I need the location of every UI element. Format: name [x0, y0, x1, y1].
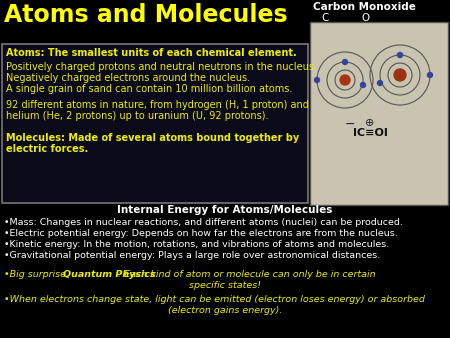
Text: IC≡OI: IC≡OI [352, 128, 387, 138]
Circle shape [315, 77, 319, 82]
Text: : Each kind of atom or molecule can only be in certain: : Each kind of atom or molecule can only… [118, 270, 376, 279]
Circle shape [340, 75, 350, 85]
Text: electric forces.: electric forces. [6, 144, 88, 154]
Circle shape [342, 59, 347, 65]
Bar [310, 22, 448, 205]
Text: •Electric potential energy: Depends on how far the electrons are from the nucleu: •Electric potential energy: Depends on h… [4, 229, 398, 238]
Circle shape [428, 72, 432, 77]
Circle shape [378, 80, 382, 86]
Text: C          O: C O [322, 13, 370, 23]
Bar [2, 44, 308, 203]
Circle shape [397, 52, 402, 57]
Text: (electron gains energy).: (electron gains energy). [168, 306, 282, 315]
Text: Molecules: Made of several atoms bound together by: Molecules: Made of several atoms bound t… [6, 133, 299, 143]
Text: A single grain of sand can contain 10 million billion atoms.: A single grain of sand can contain 10 mi… [6, 84, 292, 94]
Text: helium (He, 2 protons) up to uranium (U, 92 protons).: helium (He, 2 protons) up to uranium (U,… [6, 111, 269, 121]
Circle shape [394, 69, 406, 81]
Text: •Mass: Changes in nuclear reactions, and different atoms (nuclei) can be produce: •Mass: Changes in nuclear reactions, and… [4, 218, 403, 227]
Text: Quantum Physics: Quantum Physics [63, 270, 155, 279]
Text: specific states!: specific states! [189, 281, 261, 290]
Text: 92 different atoms in nature, from hydrogen (H, 1 proton) and: 92 different atoms in nature, from hydro… [6, 100, 309, 110]
Text: Internal Energy for Atoms/Molecules: Internal Energy for Atoms/Molecules [117, 205, 333, 215]
Text: −: − [345, 118, 355, 131]
Text: •Kinetic energy: In the motion, rotations, and vibrations of atoms and molecules: •Kinetic energy: In the motion, rotation… [4, 240, 389, 249]
Text: •When electrons change state, light can be emitted (electron loses energy) or ab: •When electrons change state, light can … [4, 295, 425, 304]
Text: Atoms and Molecules: Atoms and Molecules [4, 3, 288, 27]
Text: ⊕: ⊕ [365, 118, 375, 128]
Circle shape [360, 82, 365, 88]
Text: Negatively charged electrons around the nucleus.: Negatively charged electrons around the … [6, 73, 250, 83]
Text: Carbon Monoxide: Carbon Monoxide [313, 2, 416, 12]
Text: Atoms: The smallest units of each chemical element.: Atoms: The smallest units of each chemic… [6, 48, 297, 58]
Text: •Big surprise,: •Big surprise, [4, 270, 75, 279]
Text: Positively charged protons and neutral neutrons in the nucleus.: Positively charged protons and neutral n… [6, 62, 317, 72]
Text: •Gravitational potential energy: Plays a large role over astronomical distances.: •Gravitational potential energy: Plays a… [4, 251, 380, 260]
